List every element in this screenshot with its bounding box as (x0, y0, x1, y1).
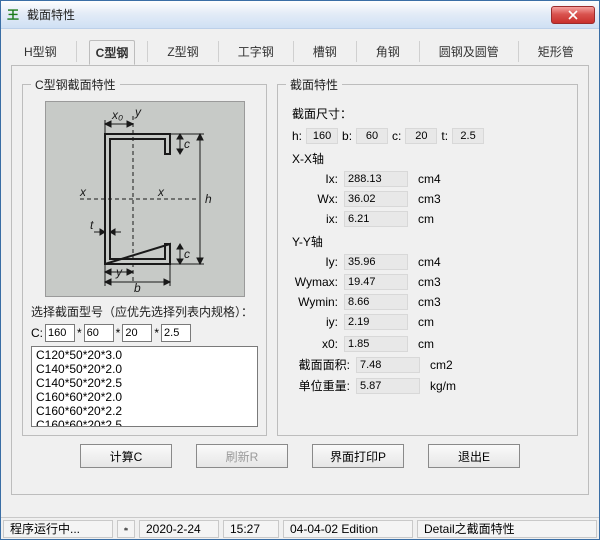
tab-5[interactable]: 角钢 (369, 39, 407, 64)
prop-val-Wymax: 19.47 (344, 274, 408, 290)
prop-row-Iy: Iy:35.96cm4 (286, 254, 569, 270)
status-date: 2020-2-24 (139, 520, 219, 538)
dim-b: 60 (356, 128, 388, 144)
tab-3[interactable]: 工字钢 (231, 39, 281, 64)
input-c[interactable] (122, 324, 152, 342)
diagram-svg: y x₀ x x h c c t y b (50, 104, 240, 294)
tab-4[interactable]: 槽钢 (306, 39, 344, 64)
list-item[interactable]: C160*60*20*2.5 (34, 418, 255, 427)
svg-text:y: y (134, 105, 142, 119)
tab-bar: H型钢 C型钢 Z型钢 工字钢槽钢角钢圆钢及圆管矩形管 (11, 39, 589, 66)
window-title: 截面特性 (27, 6, 551, 23)
input-h[interactable] (45, 324, 75, 342)
status-running: 程序运行中... (3, 520, 113, 538)
close-button[interactable] (551, 6, 595, 24)
dims-row: h:160 b:60 c:20 t:2.5 (292, 128, 569, 144)
section-diagram-group: C型钢截面特性 (22, 76, 267, 436)
prop-row-x0: x0:1.85cm (286, 336, 569, 352)
dim-h: 160 (306, 128, 338, 144)
prop-row-Wymax: Wymax:19.47cm3 (286, 274, 569, 290)
svg-text:h: h (205, 192, 212, 206)
prop-row-ix: ix:6.21cm (286, 211, 569, 227)
prop-val-Iy: 35.96 (344, 254, 408, 270)
status-module: Detail之截面特性 (417, 520, 597, 538)
c-prefix: C: (31, 326, 43, 340)
prop-row-Ix: Ix:288.13cm4 (286, 171, 569, 187)
prop-val-mass: 5.87 (356, 378, 420, 394)
exit-button[interactable]: 退出E (428, 444, 520, 468)
prop-val-area: 7.48 (356, 357, 420, 373)
app-window: 王 截面特性 H型钢 C型钢 Z型钢 工字钢槽钢角钢圆钢及圆管矩形管 C型钢截面特性 (0, 0, 600, 540)
section-properties-group: 截面特性 截面尺寸： h:160 b:60 c:20 t:2.5 X-X轴 Ix… (277, 76, 578, 436)
prop-val-Wx: 36.02 (344, 191, 408, 207)
xx-axis-label: X-X轴 (292, 150, 569, 167)
input-b[interactable] (84, 324, 114, 342)
title-bar: 王 截面特性 (1, 1, 599, 29)
svg-text:c: c (184, 137, 190, 151)
status-time: 15:27 (223, 520, 279, 538)
svg-text:x₀: x₀ (111, 108, 123, 122)
prop-row-Wymin: Wymin:8.66cm3 (286, 294, 569, 310)
list-item[interactable]: C160*60*20*2.2 (34, 404, 255, 418)
svg-text:c: c (184, 247, 190, 261)
tab-7[interactable]: 矩形管 (531, 39, 581, 64)
prop-val-Ix: 288.13 (344, 171, 408, 187)
prop-val-iy: 2.19 (344, 314, 408, 330)
prop-val-Wymin: 8.66 (344, 294, 408, 310)
tab-page: C型钢截面特性 (11, 65, 589, 495)
app-icon: 王 (5, 7, 21, 23)
svg-text:b: b (134, 281, 141, 294)
dim-t: 2.5 (452, 128, 484, 144)
right-legend: 截面特性 (286, 76, 342, 93)
tab-1[interactable]: C型钢 (89, 40, 136, 65)
prop-row-iy: iy:2.19cm (286, 314, 569, 330)
select-label: 选择截面型号（应优先选择列表内规格）： (31, 303, 258, 320)
c-section-diagram: y x₀ x x h c c t y b (45, 101, 245, 297)
camera-icon (117, 520, 135, 538)
close-icon (568, 10, 578, 20)
svg-text:t: t (90, 218, 94, 232)
left-legend: C型钢截面特性 (31, 76, 120, 93)
input-t[interactable] (161, 324, 191, 342)
prop-row-mass: 单位重量:5.87kg/m (286, 377, 569, 394)
dim-c: 20 (405, 128, 437, 144)
dimension-inputs: C: * * * (31, 324, 258, 342)
svg-text:y: y (115, 265, 123, 279)
svg-text:x: x (157, 185, 165, 199)
svg-text:x: x (79, 185, 87, 199)
prop-row-Wx: Wx:36.02cm3 (286, 191, 569, 207)
status-edition: 04-04-02 Edition (283, 520, 413, 538)
section-listbox[interactable]: C120*50*20*3.0C140*50*20*2.0C140*50*20*2… (31, 346, 258, 427)
prop-val-x0: 1.85 (344, 336, 408, 352)
tab-6[interactable]: 圆钢及圆管 (432, 39, 506, 64)
tab-2[interactable]: Z型钢 (160, 39, 205, 64)
button-bar: 计算C 刷新R 界面打印P 退出E (22, 444, 578, 468)
list-item[interactable]: C140*50*20*2.5 (34, 376, 255, 390)
dims-label: 截面尺寸： (292, 105, 569, 122)
prop-val-ix: 6.21 (344, 211, 408, 227)
client-area: H型钢 C型钢 Z型钢 工字钢槽钢角钢圆钢及圆管矩形管 C型钢截面特性 (1, 29, 599, 517)
yy-axis-label: Y-Y轴 (292, 233, 569, 250)
list-item[interactable]: C140*50*20*2.0 (34, 362, 255, 376)
list-item[interactable]: C160*60*20*2.0 (34, 390, 255, 404)
refresh-button[interactable]: 刷新R (196, 444, 288, 468)
prop-row-area: 截面面积:7.48cm2 (286, 356, 569, 373)
status-bar: 程序运行中... 2020-2-24 15:27 04-04-02 Editio… (1, 517, 599, 539)
calc-button[interactable]: 计算C (80, 444, 172, 468)
list-item[interactable]: C120*50*20*3.0 (34, 348, 255, 362)
print-button[interactable]: 界面打印P (312, 444, 404, 468)
tab-0[interactable]: H型钢 (17, 39, 64, 64)
